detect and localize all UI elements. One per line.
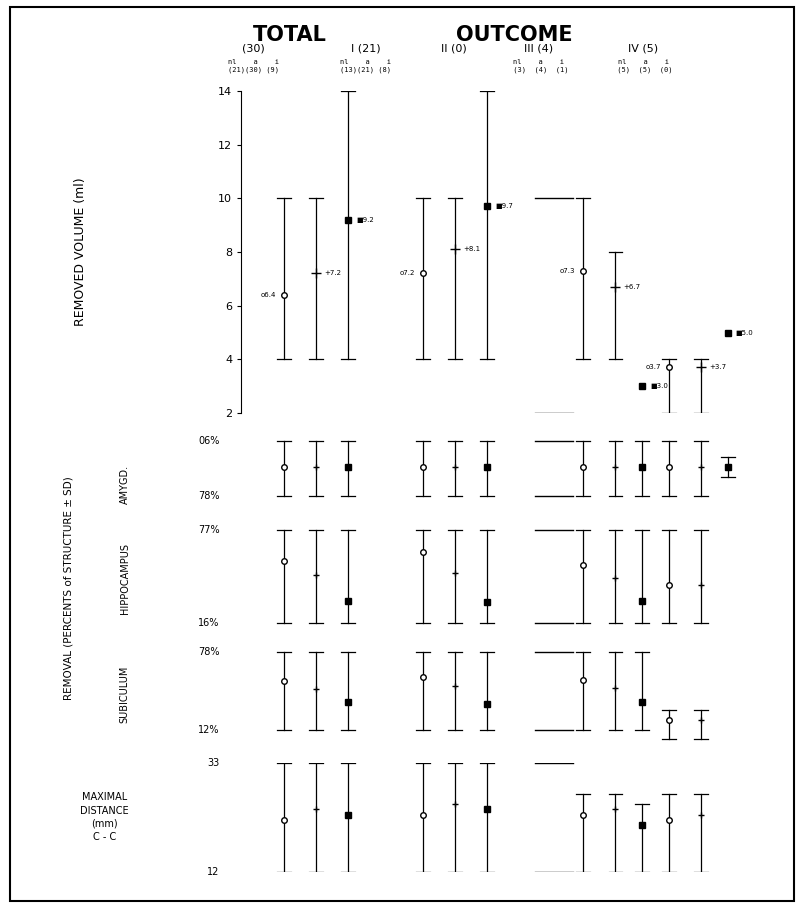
- Text: REMOVED VOLUME (ml): REMOVED VOLUME (ml): [74, 178, 87, 326]
- Text: I (21): I (21): [351, 44, 380, 54]
- Text: 12%: 12%: [198, 725, 219, 735]
- Text: III (4): III (4): [524, 44, 552, 54]
- Text: 06%: 06%: [198, 436, 219, 446]
- Text: AMYGD.: AMYGD.: [120, 465, 129, 504]
- Text: REMOVAL (PERCENTS of STRUCTURE ± SD): REMOVAL (PERCENTS of STRUCTURE ± SD): [63, 476, 73, 700]
- Text: 12: 12: [207, 866, 219, 877]
- Text: o7.3: o7.3: [559, 268, 575, 274]
- Text: 33: 33: [207, 757, 219, 768]
- Text: 78%: 78%: [198, 647, 219, 657]
- Text: +7.2: +7.2: [324, 271, 340, 276]
- Text: +3.7: +3.7: [708, 364, 725, 370]
- Text: II (0): II (0): [441, 44, 467, 54]
- Text: ■9.2: ■9.2: [356, 217, 373, 222]
- Text: nl    a    i
 (3)  (4)  (1): nl a i (3) (4) (1): [508, 59, 568, 73]
- Text: 78%: 78%: [198, 491, 219, 501]
- Text: nl    a    i
 (5)  (5)  (0): nl a i (5) (5) (0): [613, 59, 672, 73]
- Text: nl    a    i
(13)(21) (8): nl a i (13)(21) (8): [340, 59, 391, 73]
- Text: ■5.0: ■5.0: [735, 330, 752, 336]
- Text: o3.7: o3.7: [645, 364, 660, 370]
- Text: o7.2: o7.2: [399, 271, 414, 276]
- Text: MAXIMAL
DISTANCE
(mm)
C - C: MAXIMAL DISTANCE (mm) C - C: [80, 793, 128, 842]
- Text: +6.7: +6.7: [622, 284, 640, 290]
- Text: +8.1: +8.1: [463, 246, 479, 252]
- Text: ■3.0: ■3.0: [650, 383, 667, 390]
- Text: OUTCOME: OUTCOME: [455, 25, 573, 45]
- Text: o6.4: o6.4: [260, 292, 275, 298]
- Text: TOTAL: TOTAL: [252, 25, 326, 45]
- Text: SUBICULUM: SUBICULUM: [120, 666, 129, 723]
- Text: (30): (30): [242, 44, 264, 54]
- Text: IV (5): IV (5): [627, 44, 658, 54]
- Text: ■9.7: ■9.7: [495, 203, 512, 210]
- Text: nl    a    i
(21)(30) (9): nl a i (21)(30) (9): [227, 59, 279, 73]
- Text: 77%: 77%: [198, 525, 219, 535]
- Text: HIPPOCAMPUS: HIPPOCAMPUS: [120, 543, 129, 614]
- Text: 16%: 16%: [198, 618, 219, 628]
